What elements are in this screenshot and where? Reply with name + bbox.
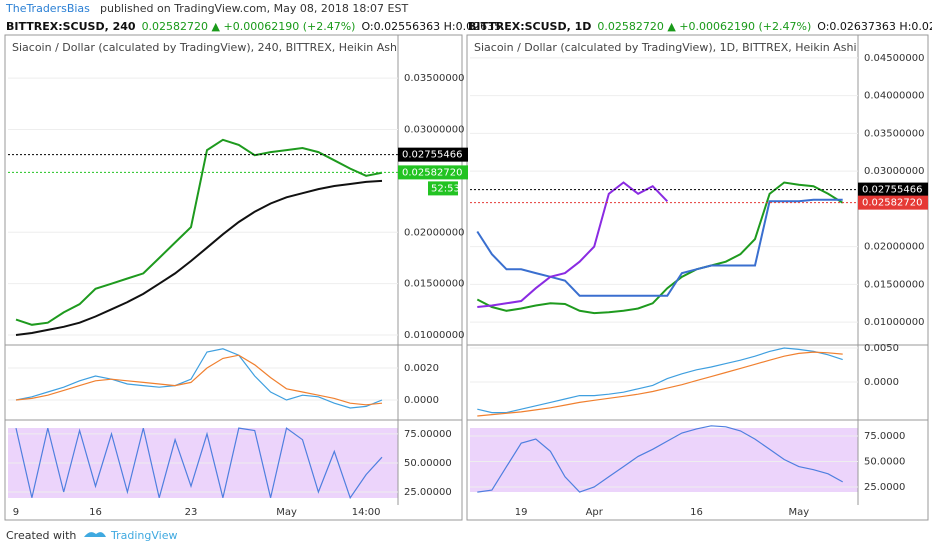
series-line bbox=[477, 351, 843, 417]
x-tick-label: 16 bbox=[690, 507, 703, 518]
ohlc: O:0.02637363 H:0.02699 bbox=[817, 20, 932, 33]
x-tick-label: 16 bbox=[89, 507, 102, 518]
symbol: BITTREX:SCUSD, 240 bbox=[6, 20, 136, 33]
tv-logo bbox=[84, 532, 106, 537]
series-line bbox=[477, 347, 843, 414]
x-tick-label: May bbox=[276, 507, 297, 518]
author[interactable]: TheTradersBias bbox=[5, 2, 90, 15]
x-tick-label: 9 bbox=[13, 507, 19, 518]
chart-title: Siacoin / Dollar (calculated by TradingV… bbox=[474, 41, 857, 54]
y-tick-label: 0.04500000 bbox=[864, 53, 924, 64]
chart-title: Siacoin / Dollar (calculated by TradingV… bbox=[12, 41, 397, 54]
y-tick-label: 0.01500000 bbox=[404, 279, 464, 290]
created-with: Created with bbox=[6, 529, 76, 542]
series-line bbox=[15, 348, 383, 409]
series-line bbox=[476, 198, 843, 297]
left-panel bbox=[4, 34, 463, 521]
y-tick-label: 50.0000 bbox=[864, 457, 905, 468]
price-label-box bbox=[858, 182, 928, 197]
y-tick-label: 0.0000 bbox=[404, 395, 439, 406]
y-tick-label: 75.0000 bbox=[864, 431, 905, 442]
y-tick-label: 50.00000 bbox=[404, 458, 452, 469]
price-label-box bbox=[398, 147, 468, 162]
series-line bbox=[15, 179, 383, 336]
x-tick-label: 14:00 bbox=[352, 507, 381, 518]
price-label: 0.02755466 bbox=[862, 185, 922, 196]
price-label: 0.02582720 bbox=[862, 198, 922, 209]
y-tick-label: 0.02000000 bbox=[404, 227, 464, 238]
x-tick-label: May bbox=[789, 507, 810, 518]
y-tick-label: 0.01000000 bbox=[864, 317, 924, 328]
symbol: BITTREX:SCUSD, 1D bbox=[468, 20, 591, 33]
tradingview-brand[interactable]: TradingView bbox=[110, 529, 177, 542]
y-tick-label: 0.03500000 bbox=[864, 128, 924, 139]
x-tick-label: 19 bbox=[515, 507, 528, 518]
y-tick-label: 0.03000000 bbox=[404, 125, 464, 136]
y-tick-label: 25.0000 bbox=[864, 482, 905, 493]
stoch-band bbox=[470, 428, 858, 492]
y-tick-label: 0.03500000 bbox=[404, 73, 464, 84]
series-line bbox=[15, 354, 383, 406]
y-tick-label: 0.04000000 bbox=[864, 91, 924, 102]
countdown-box bbox=[428, 181, 458, 196]
quote: 0.02582720 ▲ +0.00062190 (+2.47%) bbox=[142, 20, 356, 33]
series-line bbox=[477, 181, 669, 308]
y-tick-label: 0.01500000 bbox=[864, 279, 924, 290]
y-tick-label: 0.01000000 bbox=[404, 330, 464, 341]
quote: 0.02582720 ▲ +0.00062190 (+2.47%) bbox=[597, 20, 811, 33]
x-tick-label: 23 bbox=[185, 507, 198, 518]
series-line bbox=[15, 138, 383, 326]
y-tick-label: 0.03000000 bbox=[864, 166, 924, 177]
right-panel bbox=[466, 34, 929, 521]
price-label-box bbox=[858, 195, 928, 210]
price-label-box bbox=[398, 165, 468, 180]
y-tick-label: 0.0000 bbox=[864, 377, 899, 388]
y-tick-label: 0.02000000 bbox=[864, 242, 924, 253]
countdown: 52:53 bbox=[431, 183, 460, 194]
y-tick-label: 25.00000 bbox=[404, 487, 452, 498]
price-label: 0.02755466 bbox=[402, 150, 462, 161]
price-label: 0.02582720 bbox=[402, 167, 462, 178]
y-tick-label: 0.0020 bbox=[404, 363, 439, 374]
ohlc: O:0.02556363 H:0.02635 bbox=[361, 20, 501, 33]
series-line bbox=[15, 427, 383, 500]
y-tick-label: 75.00000 bbox=[404, 429, 452, 440]
y-tick-label: 0.0050 bbox=[864, 343, 899, 354]
x-tick-label: Apr bbox=[586, 507, 604, 518]
published: published on TradingView.com, May 08, 20… bbox=[100, 2, 408, 15]
series-line bbox=[477, 425, 843, 493]
